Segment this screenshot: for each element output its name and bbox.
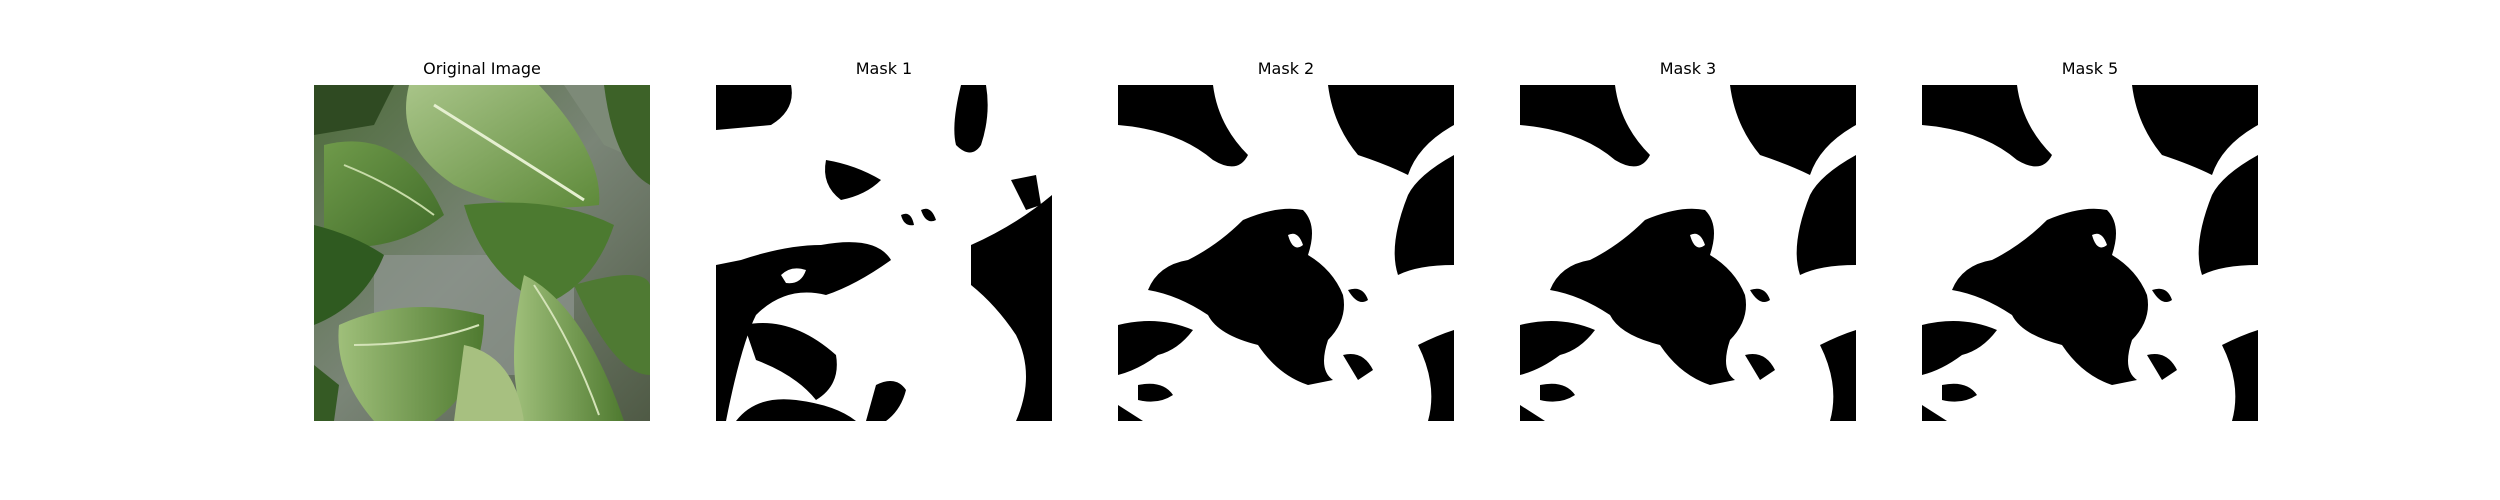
- panel-title: Mask 2: [1257, 59, 1315, 78]
- panel-title: Mask 3: [1659, 59, 1717, 78]
- panel-mask-5: Mask 5: [1922, 58, 2258, 421]
- mask-image: [1520, 85, 1856, 421]
- panel-title: Original Image: [423, 59, 541, 78]
- original-image: [314, 85, 650, 421]
- mask-5-image: [1922, 85, 2258, 421]
- panel-original: Original Image: [314, 58, 650, 421]
- mask-3-image: [1520, 85, 1856, 421]
- mask-2-image: [1118, 85, 1454, 421]
- panel-title: Mask 5: [2061, 59, 2119, 78]
- mask-image: [1922, 85, 2258, 421]
- panel-title: Mask 1: [855, 59, 913, 78]
- panel-mask-2: Mask 2: [1118, 58, 1454, 421]
- mask-image: [716, 85, 1052, 421]
- panel-mask-1: Mask 1: [716, 58, 1052, 421]
- leaves-photo-icon: [314, 85, 650, 421]
- mask-1-image: [716, 85, 1052, 421]
- mask-image: [1118, 85, 1454, 421]
- panel-mask-3: Mask 3: [1520, 58, 1856, 421]
